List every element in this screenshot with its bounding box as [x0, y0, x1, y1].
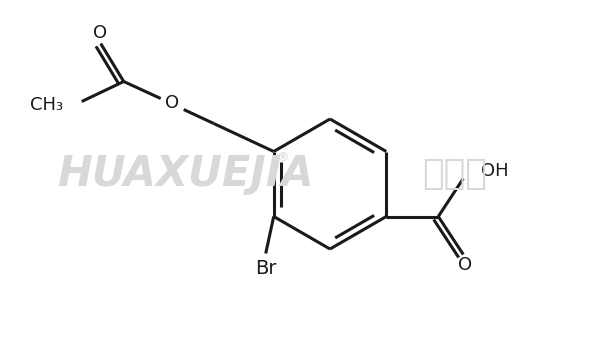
- Text: O: O: [92, 25, 107, 42]
- Text: CH₃: CH₃: [29, 96, 63, 115]
- Text: 化学加: 化学加: [422, 157, 487, 191]
- Text: ®: ®: [276, 152, 288, 164]
- Text: HUAXUEJIA: HUAXUEJIA: [57, 153, 313, 195]
- Text: Br: Br: [255, 259, 277, 278]
- Text: O: O: [458, 256, 472, 273]
- Text: OH: OH: [481, 162, 509, 179]
- Text: O: O: [164, 94, 179, 112]
